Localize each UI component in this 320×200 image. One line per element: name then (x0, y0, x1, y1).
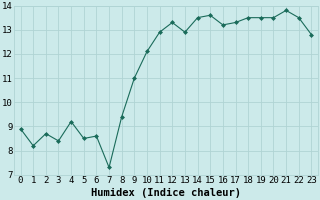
X-axis label: Humidex (Indice chaleur): Humidex (Indice chaleur) (91, 188, 241, 198)
